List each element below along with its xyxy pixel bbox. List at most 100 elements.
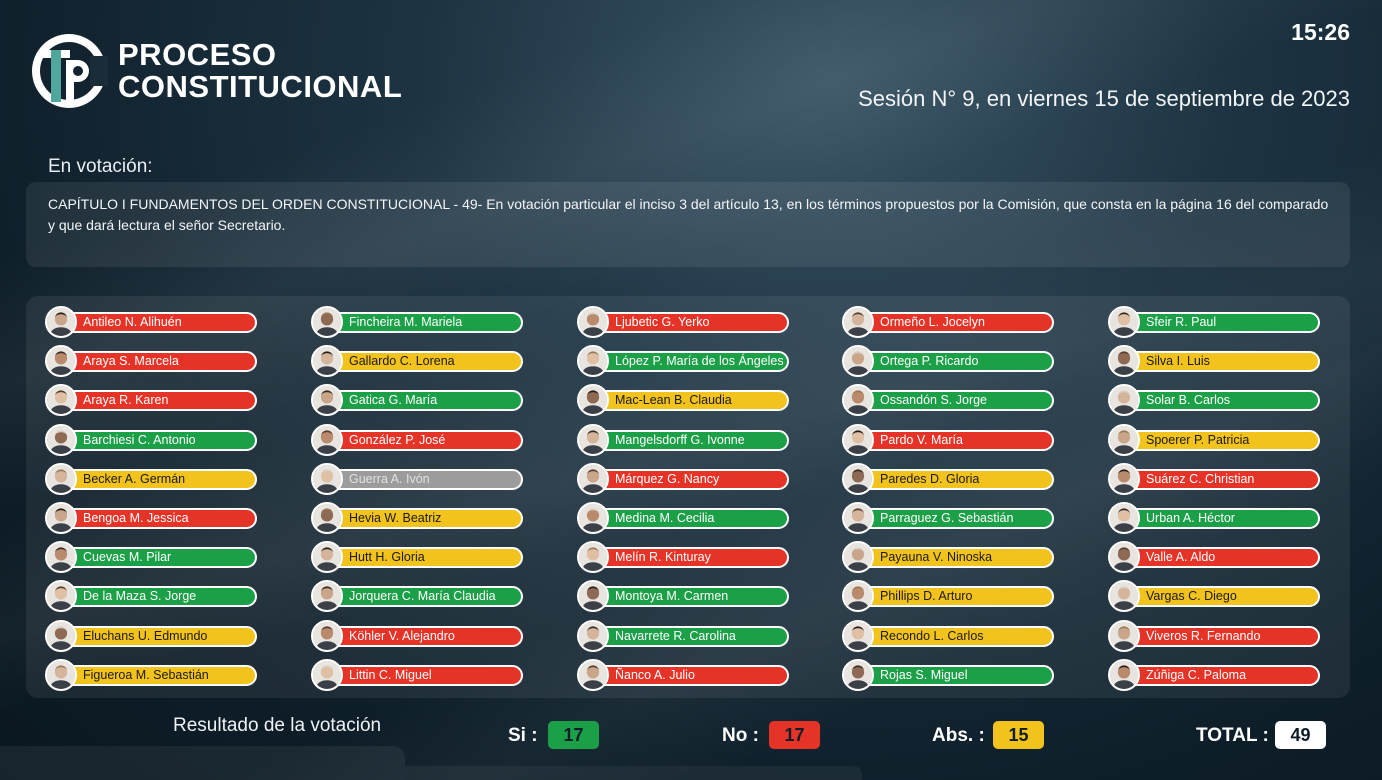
voting-label: En votación: (48, 156, 153, 177)
member-row: Araya R. Karen (45, 384, 257, 423)
member-photo (1108, 384, 1140, 417)
member-vote-pill: Araya R. Karen (53, 390, 257, 412)
member-row: Guerra A. Ivón (311, 462, 523, 502)
member-row: Medina M. Cecilia (577, 501, 789, 541)
member-photo (45, 384, 77, 417)
member-row: Mac-Lean B. Claudia (577, 384, 789, 423)
member-photo (842, 462, 874, 495)
member-row: Montoya M. Carmen (577, 580, 789, 619)
total-label: TOTAL : (1196, 725, 1269, 746)
member-vote-pill: Navarrete R. Carolina (585, 625, 789, 647)
member-photo (1108, 501, 1140, 534)
bottom-bar-secondary (405, 766, 862, 780)
member-photo (577, 541, 609, 574)
member-vote-pill: Valle A. Aldo (1116, 547, 1320, 569)
member-vote-pill: Spoerer P. Patricia (1116, 429, 1320, 451)
member-row: Melín R. Kinturay (577, 541, 789, 580)
member-row: Barchiesi C. Antonio (45, 423, 257, 463)
member-vote-pill: Silva I. Luis (1116, 351, 1320, 373)
member-vote-pill: Ortega P. Ricardo (850, 351, 1054, 373)
member-vote-pill: Köhler V. Alejandro (319, 625, 523, 647)
member-row: Silva I. Luis (1108, 345, 1320, 384)
member-vote-pill: Antileo N. Alihuén (53, 312, 257, 333)
proceso-constitucional-logo-icon (32, 34, 108, 108)
member-photo (311, 580, 343, 613)
member-vote-pill: Cuevas M. Pilar (53, 547, 257, 569)
logo-wordmark: PROCESO CONSTITUCIONAL (118, 39, 402, 103)
bottom-bar (0, 746, 405, 780)
logo-line-2: CONSTITUCIONAL (118, 69, 403, 104)
members-column-5: Sfeir R. Paul Silva I. Luis Solar B. Carlo… (1108, 306, 1320, 698)
member-photo (577, 423, 609, 456)
member-row: Ljubetic G. Yerko (577, 306, 789, 345)
member-vote-pill: Jorquera C. María Claudia (319, 586, 523, 608)
member-vote-pill: Mangelsdorff G. Ivonne (585, 429, 789, 451)
abs-label: Abs. : (932, 725, 985, 746)
member-vote-pill: Sfeir R. Paul (1116, 312, 1320, 333)
members-column-4: Ormeño L. Jocelyn Ortega P. Ricardo Ossand… (842, 306, 1054, 698)
member-photo (45, 306, 77, 338)
member-row: Ossandón S. Jorge (842, 384, 1054, 423)
member-row: Sfeir R. Paul (1108, 306, 1320, 345)
member-vote-pill: Phillips D. Arturo (850, 586, 1054, 608)
member-vote-pill: Gatica G. María (319, 390, 523, 412)
member-row: Araya S. Marcela (45, 345, 257, 384)
si-label: Si : (508, 725, 538, 746)
member-vote-pill: Viveros R. Fernando (1116, 625, 1320, 647)
member-row: Ortega P. Ricardo (842, 345, 1054, 384)
member-row: Viveros R. Fernando (1108, 619, 1320, 659)
member-photo (311, 619, 343, 652)
member-vote-pill: Márquez G. Nancy (585, 468, 789, 490)
member-row: Payauna V. Ninoska (842, 541, 1054, 580)
total-count: 49 (1275, 721, 1326, 749)
member-row: Köhler V. Alejandro (311, 619, 523, 659)
member-vote-pill: Ossandón S. Jorge (850, 390, 1054, 412)
member-row: Paredes D. Gloria (842, 462, 1054, 502)
member-photo (842, 619, 874, 652)
member-row: Márquez G. Nancy (577, 462, 789, 502)
member-photo (1108, 345, 1140, 378)
member-vote-pill: Becker A. Germán (53, 468, 257, 490)
member-row: Becker A. Germán (45, 462, 257, 502)
member-photo (45, 580, 77, 613)
member-photo (45, 658, 77, 691)
member-photo (1108, 462, 1140, 495)
member-photo (311, 541, 343, 574)
member-vote-pill: Ormeño L. Jocelyn (850, 312, 1054, 333)
member-row: Rojas S. Miguel (842, 658, 1054, 698)
member-row: Jorquera C. María Claudia (311, 580, 523, 619)
member-row: Urban A. Héctor (1108, 501, 1320, 541)
member-vote-pill: Barchiesi C. Antonio (53, 429, 257, 451)
member-row: Fincheira M. Mariela (311, 306, 523, 345)
abs-count: 15 (993, 721, 1044, 749)
member-row: Gatica G. María (311, 384, 523, 423)
member-row: Navarrete R. Carolina (577, 619, 789, 659)
no-count: 17 (769, 721, 820, 749)
member-row: Antileo N. Alihuén (45, 306, 257, 345)
member-row: Parraguez G. Sebastián (842, 501, 1054, 541)
member-photo (1108, 541, 1140, 574)
member-row: Mangelsdorff G. Ivonne (577, 423, 789, 463)
member-vote-pill: Guerra A. Ivón (319, 468, 523, 490)
member-photo (311, 306, 343, 338)
member-vote-pill: López P. María de los Ángeles (585, 351, 789, 373)
no-label: No : (722, 725, 759, 746)
result-label: Resultado de la votación (173, 715, 382, 736)
member-photo (842, 345, 874, 378)
member-photo (577, 462, 609, 495)
member-row: Gallardo C. Lorena (311, 345, 523, 384)
member-photo (45, 462, 77, 495)
member-vote-pill: Hevia W. Beatriz (319, 507, 523, 529)
member-vote-pill: Ñanco A. Julio (585, 664, 789, 686)
member-photo (577, 658, 609, 691)
member-vote-pill: Payauna V. Ninoska (850, 547, 1054, 569)
member-row: Ormeño L. Jocelyn (842, 306, 1054, 345)
member-photo (577, 384, 609, 417)
member-row: Hevia W. Beatriz (311, 501, 523, 541)
member-vote-pill: De la Maza S. Jorge (53, 586, 257, 608)
member-photo (577, 619, 609, 652)
member-photo (842, 658, 874, 691)
member-vote-pill: Zúñiga C. Paloma (1116, 664, 1320, 686)
member-row: Valle A. Aldo (1108, 541, 1320, 580)
logo: PROCESO CONSTITUCIONAL (30, 26, 402, 116)
